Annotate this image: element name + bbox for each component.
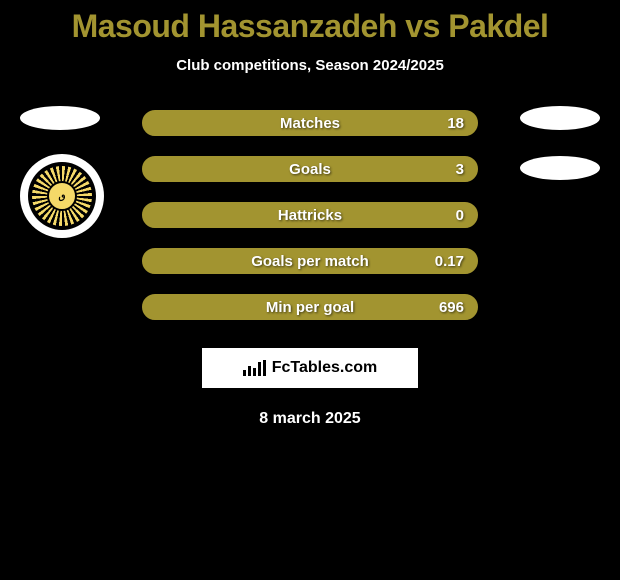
player-avatar-placeholder-right-2 — [520, 156, 600, 180]
page-title: Masoud Hassanzadeh vs Pakdel — [0, 0, 620, 45]
stat-row-hattricks: Hattricks 0 — [140, 200, 480, 230]
stat-value-right: 696 — [439, 299, 464, 316]
left-player-badges: ٯ — [20, 106, 104, 238]
bar-chart-icon — [243, 360, 266, 376]
stat-row-goals-per-match: Goals per match 0.17 — [140, 246, 480, 276]
stat-label: Hattricks — [278, 207, 342, 224]
footer-brand-text: FcTables.com — [272, 359, 378, 377]
stat-row-matches: Matches 18 — [140, 108, 480, 138]
right-player-badges — [520, 106, 600, 180]
stat-label: Matches — [280, 115, 340, 132]
stat-label: Min per goal — [266, 299, 354, 316]
stat-bars-container: Matches 18 Goals 3 Hattricks 0 Goals per… — [140, 106, 480, 322]
date-text: 8 march 2025 — [0, 410, 620, 428]
stat-label: Goals — [289, 161, 331, 178]
comparison-content: ٯ Matches 18 Goals 3 Hattricks 0 Goals p… — [0, 106, 620, 428]
stat-row-goals: Goals 3 — [140, 154, 480, 184]
stat-value-right: 0 — [456, 207, 464, 224]
club-logo-left: ٯ — [20, 154, 104, 238]
stat-row-min-per-goal: Min per goal 696 — [140, 292, 480, 322]
player-avatar-placeholder-left — [20, 106, 100, 130]
stat-label: Goals per match — [251, 253, 369, 270]
player-avatar-placeholder-right-1 — [520, 106, 600, 130]
stat-value-right: 18 — [447, 115, 464, 132]
subtitle: Club competitions, Season 2024/2025 — [0, 57, 620, 74]
stat-value-right: 0.17 — [435, 253, 464, 270]
footer-brand-badge: FcTables.com — [202, 348, 418, 388]
stat-value-right: 3 — [456, 161, 464, 178]
